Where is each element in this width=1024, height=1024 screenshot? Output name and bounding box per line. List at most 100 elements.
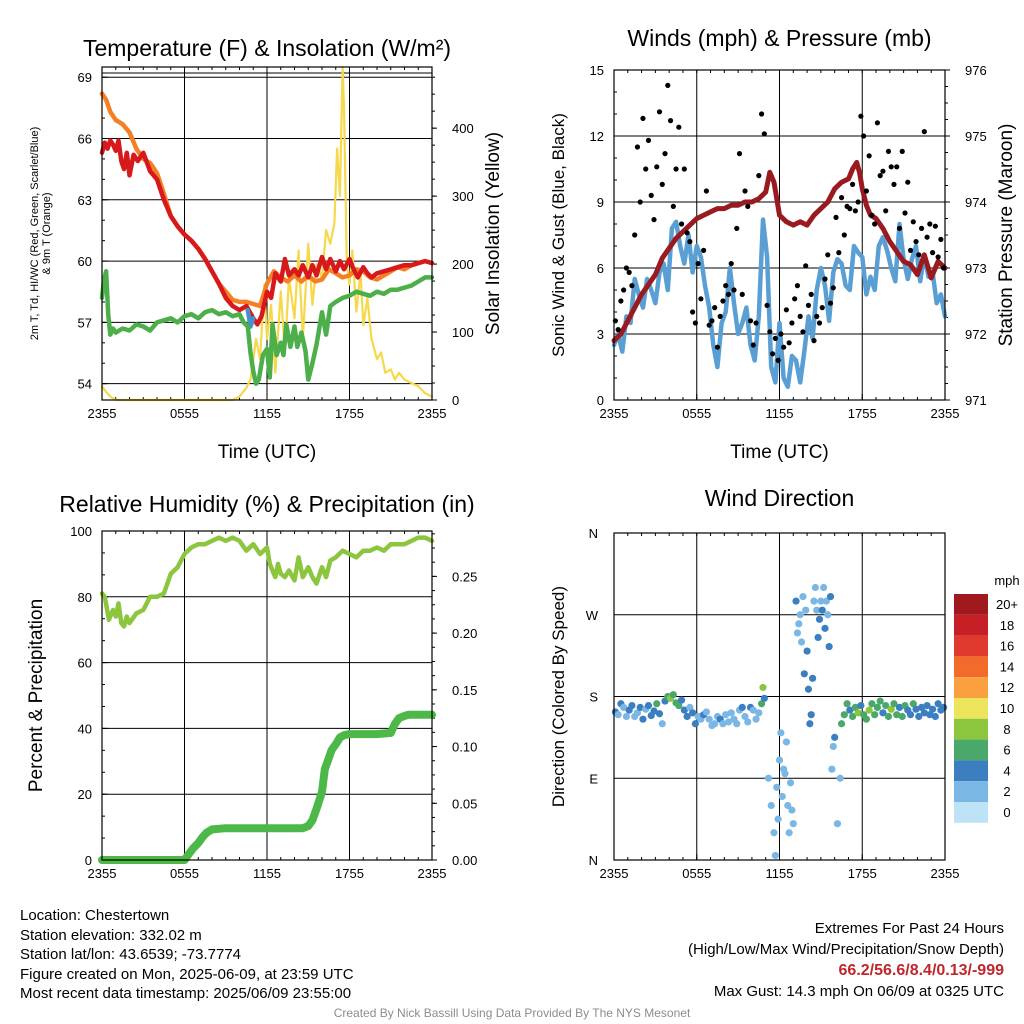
gust-point: [756, 173, 762, 179]
chart-title: Winds (mph) & Pressure (mb): [627, 25, 931, 51]
gust-point: [645, 137, 652, 143]
station-info: Location: Chestertown Station elevation:…: [20, 906, 354, 1004]
gust-point: [681, 166, 687, 172]
y-tick-label: 63: [78, 193, 92, 208]
recent-timestamp: Most recent data timestamp: 2025/06/09 2…: [20, 985, 352, 1002]
legend-swatch: [954, 760, 988, 782]
y-tick-label: 80: [78, 590, 92, 605]
x-tick-label: 0555: [682, 406, 711, 421]
gust-point: [739, 291, 745, 297]
direction-point: [807, 711, 815, 719]
gust-point: [695, 261, 701, 267]
gust-point: [767, 329, 773, 335]
gust-point: [648, 192, 654, 198]
direction-point: [826, 592, 835, 601]
y-tick-label: 9: [597, 195, 604, 210]
x-axis-label: Time (UTC): [218, 442, 317, 463]
series-line-wc: [245, 307, 256, 329]
direction-point: [799, 592, 807, 601]
x-tick-label: 1155: [253, 866, 281, 881]
legend-swatch: [954, 656, 988, 678]
legend-label: 10: [1000, 701, 1014, 716]
y-tick-label: 69: [78, 70, 92, 85]
direction-point: [906, 711, 915, 719]
direction-point: [810, 597, 818, 605]
x-tick-label: 2355: [88, 866, 117, 881]
gust-point: [816, 320, 823, 326]
y2-tick-label: 972: [965, 327, 987, 342]
gust-point: [899, 148, 905, 154]
plot-frame: [101, 66, 433, 401]
gust-point: [659, 181, 665, 187]
direction-point: [757, 700, 766, 708]
gust-point: [709, 318, 715, 324]
x-axis-label: Time (UTC): [730, 442, 829, 463]
gust-point: [687, 239, 693, 245]
direction-point: [792, 597, 800, 605]
gust-point: [913, 239, 919, 245]
gust-point: [651, 217, 657, 223]
legend-label: 12: [1000, 680, 1014, 695]
direction-point: [784, 801, 792, 810]
series-line-temp: [99, 138, 435, 327]
gust-point: [753, 320, 759, 326]
gust-point: [822, 276, 828, 282]
gust-point: [861, 133, 867, 139]
gust-point: [800, 329, 806, 335]
gust-point: [615, 327, 621, 333]
x-tick-label: 1755: [335, 866, 364, 881]
y-tick-label: 20: [78, 787, 92, 802]
gust-point: [907, 247, 914, 253]
legend-label: 2: [1003, 784, 1010, 799]
direction-point: [821, 624, 829, 632]
gust-point: [786, 340, 792, 346]
gust-point: [629, 283, 635, 289]
station-location: Location: Chestertown: [20, 907, 170, 924]
gust-point: [808, 291, 814, 297]
direction-point: [873, 703, 882, 712]
x-tick-label: 2355: [931, 866, 960, 881]
gust-point: [621, 287, 627, 293]
x-tick-label: 2355: [931, 406, 960, 421]
gust-point: [665, 82, 671, 88]
direction-point: [702, 708, 711, 716]
gust-point: [883, 208, 889, 214]
y-tick-label: 0: [597, 393, 604, 408]
gust-point: [731, 287, 737, 293]
gust-point: [692, 320, 698, 326]
x-tick-label: 1155: [253, 406, 281, 421]
y-tick-label: 15: [590, 63, 604, 78]
y-tick-label: 0: [85, 853, 92, 868]
direction-point: [879, 709, 887, 717]
legend-swatch: [954, 802, 988, 823]
y2-tick-label: 200: [452, 257, 474, 272]
y-tick-label: N: [589, 853, 598, 868]
gust-point: [896, 225, 903, 231]
direction-point: [893, 711, 901, 719]
gust-point: [634, 144, 641, 150]
direction-point: [928, 705, 937, 713]
gust-point: [819, 305, 825, 311]
direction-point: [760, 694, 768, 702]
direction-point: [868, 700, 876, 708]
legend-swatch: [954, 677, 988, 698]
y2-axis-label: Solar Insolation (Yellow): [483, 132, 504, 335]
direction-point: [644, 701, 653, 710]
direction-point: [818, 606, 826, 614]
direction-point: [857, 701, 865, 710]
y-tick-label: 54: [78, 377, 92, 392]
temperature-panel: 2355 0555 1155 1755 2355 54 57 60 63 66 69 0 100 200 3…: [29, 35, 504, 463]
direction-point: [727, 709, 735, 717]
legend-label: 4: [1003, 763, 1010, 778]
direction-point: [797, 638, 806, 646]
gust-point: [877, 173, 883, 179]
gust-point: [902, 210, 908, 216]
gust-point: [924, 234, 930, 240]
direction-point: [804, 685, 813, 693]
extremes-info: Extremes For Past 24 Hours (High/Low/Max…: [688, 918, 1004, 1002]
extremes-title: Extremes For Past 24 Hours: [814, 920, 1004, 937]
gust-point: [654, 164, 660, 170]
x-tick-label: 0555: [170, 866, 199, 881]
gust-point: [852, 208, 858, 214]
